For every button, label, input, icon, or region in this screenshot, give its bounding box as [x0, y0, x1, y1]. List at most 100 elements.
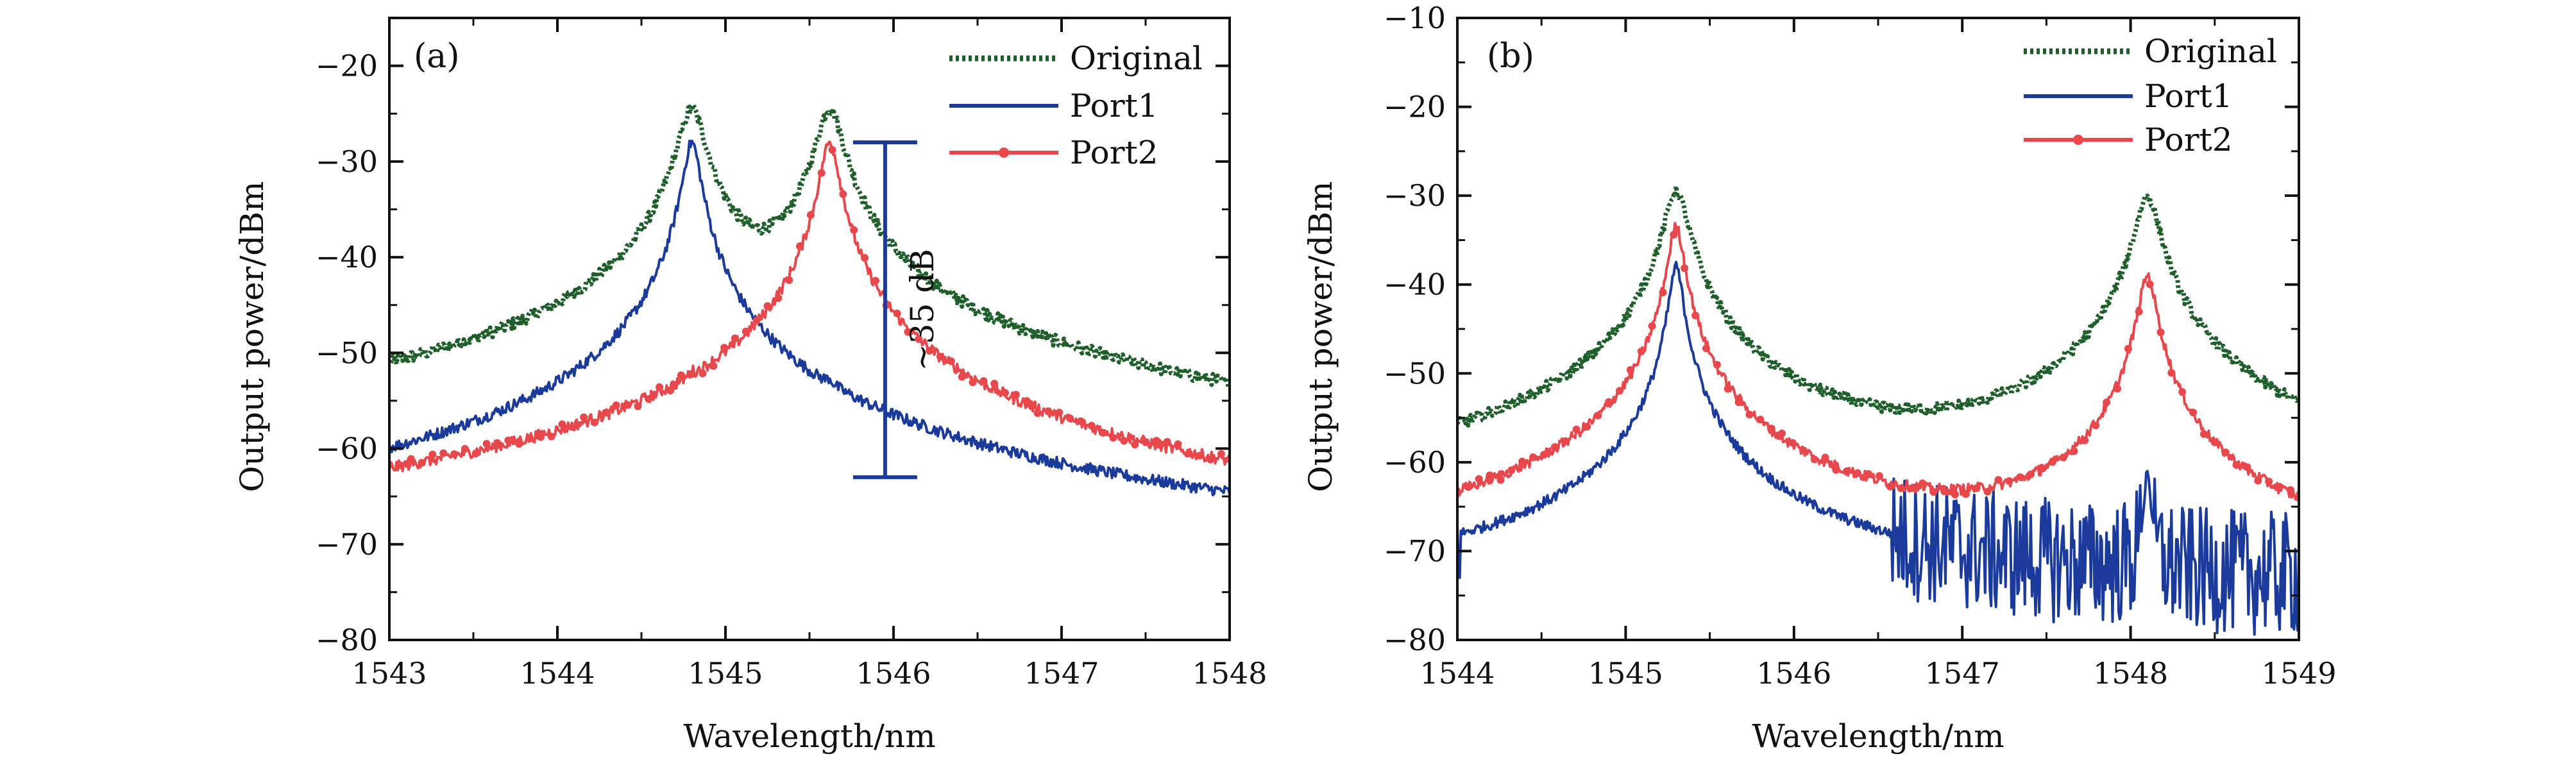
- series-marker-port2-a: [536, 433, 545, 441]
- y-tick-label-a: −70: [316, 527, 378, 562]
- series-marker-port2-b: [1983, 487, 1992, 496]
- series-marker-port2-a: [763, 302, 772, 310]
- series-marker-port2-b: [1940, 487, 1949, 496]
- series-marker-port2-a: [1012, 391, 1020, 399]
- series-marker-port2-a: [461, 444, 469, 453]
- series-marker-port2-b: [2048, 458, 2056, 466]
- y-tick-label-a: −30: [316, 144, 378, 179]
- series-marker-port2-b: [1951, 491, 1959, 499]
- series-marker-port2-b: [2199, 430, 2208, 438]
- x-axis-label-b: Wavelength/nm: [1752, 718, 2004, 755]
- series-marker-port2-a: [731, 334, 739, 342]
- x-tick-label-a: 1546: [856, 656, 931, 691]
- series-marker-port2-a: [817, 169, 826, 177]
- series-marker-port2-a: [741, 327, 750, 335]
- series-marker-port2-a: [839, 190, 847, 198]
- series-marker-port2-b: [2124, 344, 2132, 353]
- series-port1-a: [389, 139, 1230, 496]
- series-marker-port2-a: [688, 370, 696, 378]
- series-marker-port2-b: [2221, 448, 2230, 457]
- series-marker-port2-a: [656, 383, 664, 391]
- x-tick-label-a: 1544: [520, 656, 595, 691]
- series-marker-port2-a: [493, 439, 502, 447]
- series-marker-port2-a: [828, 146, 836, 154]
- series-marker-port2-b: [2016, 473, 2024, 482]
- series-marker-port2-b: [1962, 490, 1970, 498]
- series-marker-port2-a: [1217, 450, 1225, 458]
- series-marker-port2-a: [623, 401, 631, 409]
- x-tick-label-b: 1549: [2261, 656, 2336, 691]
- series-marker-port2-b: [2037, 464, 2046, 472]
- series-marker-port2-b: [1626, 366, 1634, 374]
- series-marker-port2-a: [1152, 437, 1160, 445]
- series-marker-port2-a: [612, 401, 620, 409]
- series-marker-port2-a: [482, 440, 491, 448]
- series-marker-port2-b: [1670, 231, 1678, 239]
- series-marker-port2-b: [2103, 398, 2111, 407]
- series-marker-port2-b: [1843, 467, 1851, 475]
- series-marker-port2-b: [2167, 369, 2176, 377]
- series-marker-port2-a: [1131, 441, 1139, 449]
- series-marker-port2-a: [1055, 408, 1063, 417]
- series-marker-port2-b: [1865, 470, 1872, 478]
- series-marker-port2-b: [2005, 477, 2013, 485]
- series-marker-port2-a: [634, 402, 642, 410]
- series-marker-port2-b: [2027, 470, 2035, 478]
- series-marker-port2-b: [1550, 443, 1559, 451]
- series-marker-port2-b: [1854, 469, 1862, 477]
- series-marker-port2-b: [1681, 264, 1689, 273]
- plot-area-b: 1544 1545 1546 1547 1548 1549 −10 −20 −30 −40 −50 −…: [1384, 1, 2337, 691]
- series-marker-port2-a: [926, 347, 934, 355]
- series-marker-port2-a: [720, 344, 729, 352]
- legend-label-port1-a: Port1: [1070, 87, 1158, 124]
- series-marker-port2-a: [979, 377, 988, 385]
- annotation-35db: ~35 dB: [852, 140, 941, 480]
- x-axis-label-a: Wavelength/nm: [683, 718, 935, 755]
- series-marker-port2-a: [947, 357, 955, 366]
- series-marker-port2-b: [1919, 479, 1927, 487]
- series-marker-port2-b: [1788, 439, 1797, 447]
- series-marker-port2-b: [2081, 436, 2089, 444]
- series-marker-port2-b: [1886, 482, 1894, 491]
- plot-area-a: 1543 1544 1545 1546 1547 1548 −20 −30 −40 −50 −60 −…: [316, 17, 1267, 691]
- series-marker-port2-b: [2286, 486, 2294, 494]
- series-marker-port2-b: [1475, 475, 1483, 483]
- series-marker-port2-a: [752, 316, 761, 324]
- y-tick-label-b: −50: [1384, 356, 1446, 391]
- legend-b: Original Port1 Port2: [2024, 33, 2277, 158]
- series-marker-port2-b: [2059, 453, 2067, 462]
- legend-label-port2-b: Port2: [2144, 121, 2233, 158]
- series-marker-port2-b: [2114, 385, 2121, 393]
- y-tick-label-a: −60: [316, 432, 378, 466]
- series-marker-port2-b: [2265, 477, 2273, 485]
- y-axis-label-b: Output power/dBm: [1302, 181, 1339, 492]
- legend-marker-port2-a: [999, 147, 1009, 158]
- series-marker-port2-b: [1908, 484, 1916, 492]
- series-marker-port2-b: [1561, 437, 1570, 445]
- series-marker-port2-a: [904, 328, 912, 336]
- y-tick-label-b: −80: [1384, 623, 1446, 657]
- series-marker-port2-b: [1594, 412, 1602, 419]
- panel-label-a: (a): [414, 37, 460, 76]
- series-marker-port2-b: [1756, 416, 1765, 424]
- series-marker-port2-b: [1821, 453, 1829, 462]
- series-marker-port2-b: [1972, 484, 1981, 492]
- x-tick-label-b: 1547: [1925, 656, 2000, 691]
- panel-label-b: (b): [1487, 37, 1534, 76]
- y-tick-label-a: −80: [316, 623, 378, 657]
- series-marker-port2-a: [915, 335, 923, 343]
- y-tick-label-b: −30: [1384, 178, 1446, 213]
- x-tick-label-b: 1546: [1756, 656, 1831, 691]
- series-marker-port2-b: [1897, 484, 1905, 492]
- y-tick-label-a: −40: [316, 240, 378, 274]
- series-marker-port2-a: [1109, 433, 1117, 442]
- series-marker-port2-b: [1691, 312, 1700, 319]
- series-marker-port2-a: [1120, 437, 1128, 445]
- series-marker-port2-b: [2189, 408, 2198, 417]
- series-marker-port2-a: [1001, 389, 1009, 397]
- series-marker-port2-a: [774, 294, 783, 302]
- series-marker-port2-a: [601, 408, 609, 417]
- series-marker-port2-b: [1702, 344, 1710, 353]
- series-marker-port2-b: [1616, 387, 1623, 395]
